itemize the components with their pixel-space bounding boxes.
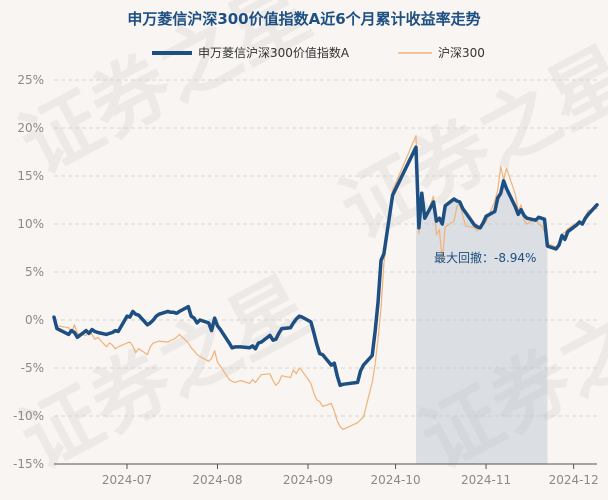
- chart-title: 申万菱信沪深300价值指数A近6个月累计收益率走势: [127, 10, 480, 28]
- y-tick-label: 10%: [17, 217, 44, 231]
- x-tick-label: 2024-08: [192, 473, 242, 487]
- series-line-fund: [52, 145, 599, 388]
- x-tick-label: 2024-07: [102, 473, 152, 487]
- max-drawdown-region: [416, 147, 548, 464]
- x-tick-label: 2024-12: [549, 473, 599, 487]
- y-tick-label: -5%: [21, 361, 44, 375]
- y-tick-label: -10%: [13, 409, 44, 423]
- watermark-text-3: 证券之星: [7, 261, 325, 487]
- x-axis: 2024-07 2024-08 2024-09 2024-10 2024-11 2024-…: [54, 463, 599, 487]
- legend-label-index: 沪深300: [438, 46, 485, 60]
- max-drawdown-label: 最大回撤：-8.94%: [434, 250, 536, 265]
- y-tick-label: 15%: [17, 169, 44, 183]
- y-tick-label: -15%: [13, 457, 44, 471]
- x-tick-label: 2024-10: [370, 473, 420, 487]
- y-tick-label: 5%: [25, 265, 44, 279]
- series-line-index: [53, 135, 598, 430]
- x-tick-label: 2024-11: [461, 473, 511, 487]
- watermark-text-1: 证券之星: [7, 0, 325, 192]
- series-layer: [52, 135, 599, 430]
- y-axis-ticks: 25% 20% 15% 10% 5% 0% -5% -10% -15%: [13, 73, 44, 471]
- legend: 申万菱信沪深300价值指数A 沪深300: [152, 45, 485, 60]
- legend-label-fund: 申万菱信沪深300价值指数A: [198, 45, 350, 60]
- y-tick-label: 20%: [17, 121, 44, 135]
- x-tick-label: 2024-09: [283, 473, 333, 487]
- max-drawdown-area: [416, 147, 548, 464]
- y-tick-label: 25%: [17, 73, 44, 87]
- y-tick-label: 0%: [25, 313, 44, 327]
